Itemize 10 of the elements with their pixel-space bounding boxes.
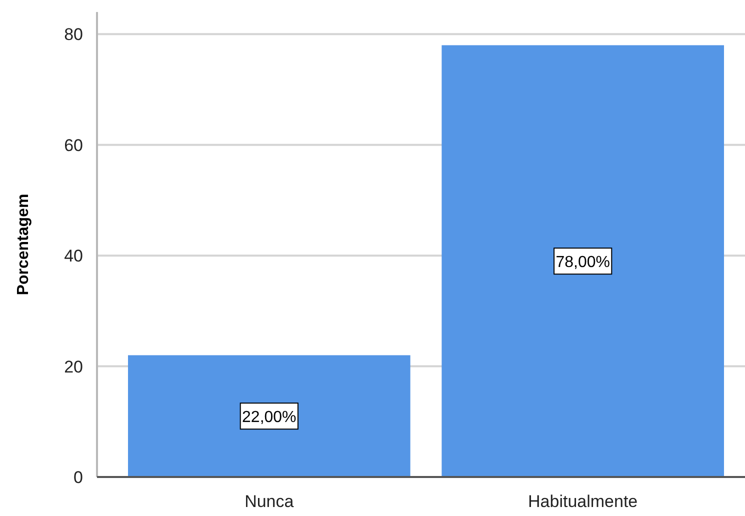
y-tick-label: 0 <box>74 468 83 487</box>
y-tick-label: 80 <box>64 25 83 44</box>
y-tick-label: 40 <box>64 246 83 266</box>
data-label: 22,00% <box>242 409 296 426</box>
x-tick-label: Nunca <box>244 492 294 511</box>
y-axis-title: Porcentagem <box>15 194 32 296</box>
y-tick-label: 60 <box>64 136 83 155</box>
y-tick-label: 20 <box>64 357 83 376</box>
x-tick-label: Habitualmente <box>528 492 638 511</box>
data-label: 78,00% <box>556 254 610 272</box>
